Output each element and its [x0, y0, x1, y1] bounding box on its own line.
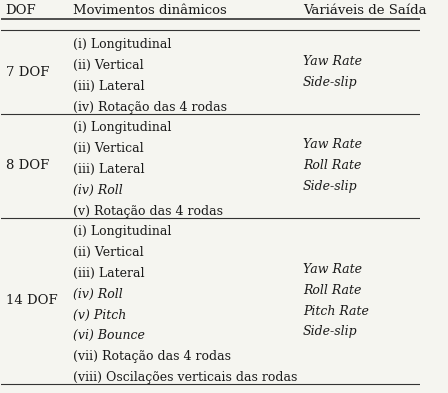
Text: (i) Longitudinal: (i) Longitudinal: [73, 225, 171, 238]
Text: (ii) Vertical: (ii) Vertical: [73, 59, 143, 72]
Text: Yaw Rate: Yaw Rate: [303, 263, 362, 276]
Text: (iii) Lateral: (iii) Lateral: [73, 80, 144, 93]
Text: Movimentos dinâmicos: Movimentos dinâmicos: [73, 4, 226, 17]
Text: Roll Rate: Roll Rate: [303, 159, 361, 172]
Text: (iii) Lateral: (iii) Lateral: [73, 267, 144, 280]
Text: Side-slip: Side-slip: [303, 325, 358, 338]
Text: Variáveis de Saída: Variáveis de Saída: [303, 4, 426, 17]
Text: (iv) Roll: (iv) Roll: [73, 288, 122, 301]
Text: (iv) Roll: (iv) Roll: [73, 184, 122, 197]
Text: Side-slip: Side-slip: [303, 180, 358, 193]
Text: (ii) Vertical: (ii) Vertical: [73, 142, 143, 155]
Text: Roll Rate: Roll Rate: [303, 284, 361, 297]
Text: (ii) Vertical: (ii) Vertical: [73, 246, 143, 259]
Text: Yaw Rate: Yaw Rate: [303, 55, 362, 68]
Text: Pitch Rate: Pitch Rate: [303, 305, 369, 318]
Text: Yaw Rate: Yaw Rate: [303, 138, 362, 151]
Text: Side-slip: Side-slip: [303, 76, 358, 89]
Text: (vi) Bounce: (vi) Bounce: [73, 329, 144, 342]
Text: 8 DOF: 8 DOF: [5, 159, 49, 172]
Text: (i) Longitudinal: (i) Longitudinal: [73, 121, 171, 134]
Text: DOF: DOF: [5, 4, 36, 17]
Text: 14 DOF: 14 DOF: [5, 294, 57, 307]
Text: 7 DOF: 7 DOF: [5, 66, 49, 79]
Text: (v) Pitch: (v) Pitch: [73, 309, 126, 321]
Text: (v) Rotação das 4 rodas: (v) Rotação das 4 rodas: [73, 204, 223, 217]
Text: (i) Longitudinal: (i) Longitudinal: [73, 38, 171, 51]
Text: (iv) Rotação das 4 rodas: (iv) Rotação das 4 rodas: [73, 101, 227, 114]
Text: (viii) Oscilações verticais das rodas: (viii) Oscilações verticais das rodas: [73, 371, 297, 384]
Text: (iii) Lateral: (iii) Lateral: [73, 163, 144, 176]
Text: (vii) Rotação das 4 rodas: (vii) Rotação das 4 rodas: [73, 350, 231, 363]
